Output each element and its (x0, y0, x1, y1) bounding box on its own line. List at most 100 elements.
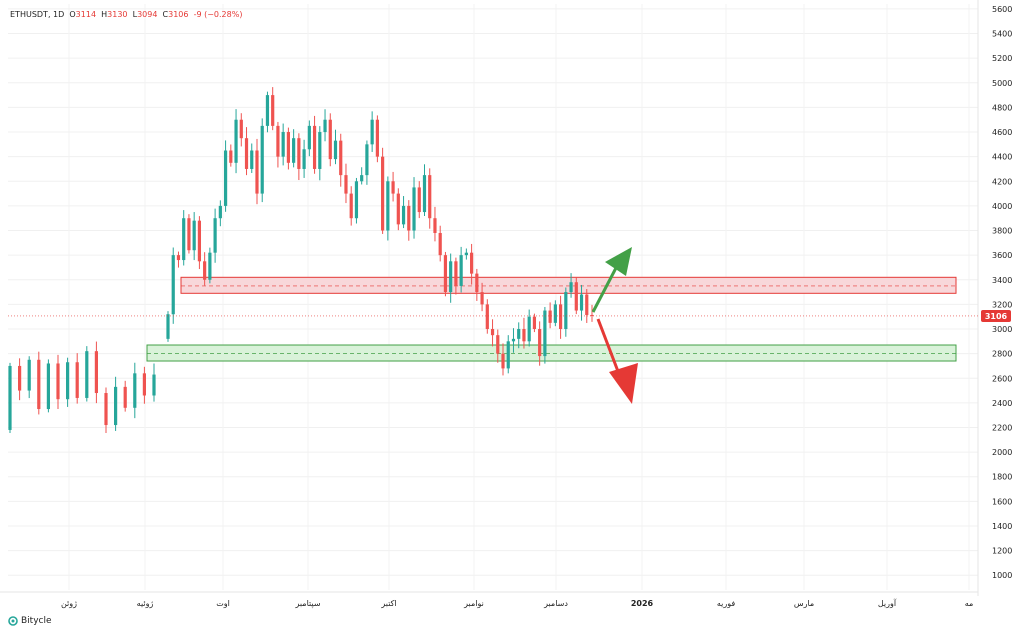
candle-body (386, 181, 390, 231)
direction-arrows (591, 247, 638, 404)
low-label: L (132, 10, 138, 19)
change-value: -9 (−0.28%) (193, 10, 243, 19)
price-tick-label: 3200 (992, 300, 1012, 309)
candle-body (46, 363, 50, 410)
candle-body (339, 140, 343, 176)
candle-body (558, 304, 563, 330)
candle-body (569, 282, 573, 293)
candle-body (391, 181, 395, 194)
candle-body (85, 351, 89, 398)
brand-footer: Bitycle (8, 616, 52, 626)
price-tick-label: 5600 (992, 5, 1012, 14)
high-value: 3130 (107, 10, 128, 19)
price-axis[interactable]: 5600 5400 5200 5000 4800 4600 4400 4200 4000 3800… (992, 5, 1012, 580)
candle-body (480, 292, 484, 305)
time-tick-label: 2026 (631, 599, 654, 608)
candle-body (318, 132, 322, 169)
candle-body (375, 119, 379, 157)
candle-body (244, 138, 249, 169)
candle-body (208, 252, 212, 280)
price-tick-label: 3400 (992, 276, 1012, 285)
price-tick-label: 5000 (992, 79, 1012, 88)
candle-body (281, 132, 285, 157)
candle-body (104, 393, 108, 426)
time-axis[interactable]: ژوئن ژوئیه اوت سپتامبر اکتبر نوامبر دسامبر 2026… (61, 598, 973, 608)
candle-body (328, 119, 332, 160)
candle-body (506, 341, 510, 369)
price-tick-label: 4000 (992, 202, 1012, 211)
candle-body (417, 187, 421, 213)
time-tick-label: مه (965, 599, 974, 608)
price-tick-label: 2200 (992, 423, 1012, 432)
time-tick-label: ژوئیه (137, 599, 154, 608)
candle-body (344, 175, 348, 194)
candle-body (255, 150, 259, 194)
price-tick-label: 4600 (992, 128, 1012, 137)
candle-body (302, 149, 306, 169)
price-tick-label: 3800 (992, 227, 1012, 236)
candle-body (250, 150, 254, 169)
candle-body (94, 351, 98, 394)
price-tick-label: 2000 (992, 448, 1012, 457)
candle-body (433, 218, 437, 233)
candle-body (585, 294, 589, 315)
candle-body (197, 220, 202, 262)
support-zone (146, 344, 957, 362)
price-tick-label: 3000 (992, 325, 1012, 334)
candle-body (381, 156, 385, 231)
price-tick-label: 1200 (992, 547, 1012, 556)
candle-body (428, 175, 432, 219)
candle-body (133, 373, 137, 408)
candle-body (286, 132, 290, 163)
candle-body (490, 329, 495, 336)
candle-body (501, 353, 505, 369)
bitycle-logo-icon (8, 616, 18, 626)
low-value: 3094 (137, 10, 158, 19)
candle-body (574, 282, 578, 311)
candle-body (464, 252, 468, 256)
candle-body (538, 329, 542, 357)
price-tick-label: 2800 (992, 350, 1012, 359)
candle-body (276, 125, 280, 157)
candle-body (407, 205, 411, 231)
time-tick-label: دسامبر (543, 599, 568, 608)
candle-body (166, 314, 170, 339)
candle-body (271, 95, 275, 126)
candle-body (27, 359, 31, 391)
time-tick-label: اکتبر (380, 599, 396, 608)
price-tick-label: 4400 (992, 153, 1012, 162)
candlestick-series (8, 87, 594, 434)
candle-body (579, 294, 584, 311)
time-tick-label: ژوئن (61, 599, 77, 608)
price-tick-label: 1000 (992, 571, 1012, 580)
brand-name: Bitycle (21, 616, 52, 626)
candle-body (182, 218, 186, 261)
chart-grid (0, 0, 979, 596)
bullish-arrow-shaft (591, 265, 619, 313)
candle-body (292, 138, 296, 163)
time-tick-label: فوریه (717, 599, 736, 608)
candle-body (234, 119, 238, 163)
price-tick-label: 2400 (992, 399, 1012, 408)
symbol-label: ETHUSDT, 1D (10, 10, 65, 19)
candle-body (312, 125, 317, 169)
candle-body (443, 255, 448, 293)
time-tick-label: اوت (216, 599, 230, 608)
candle-body (370, 119, 374, 145)
candle-body (365, 144, 369, 176)
candle-body (543, 310, 547, 357)
candle-body (333, 140, 338, 160)
high-label: H (101, 10, 108, 19)
candle-body (229, 150, 233, 163)
candle-body (176, 255, 181, 261)
candle-body (475, 273, 479, 293)
time-tick-label: نوامبر (463, 599, 484, 608)
candle-body (412, 187, 416, 231)
candle-body (553, 304, 557, 323)
price-tick-label: 5400 (992, 30, 1012, 39)
candle-body (307, 125, 311, 150)
price-tick-label: 3600 (992, 251, 1012, 260)
price-tick-label: 1800 (992, 473, 1012, 482)
close-value: 3106 (168, 10, 189, 19)
